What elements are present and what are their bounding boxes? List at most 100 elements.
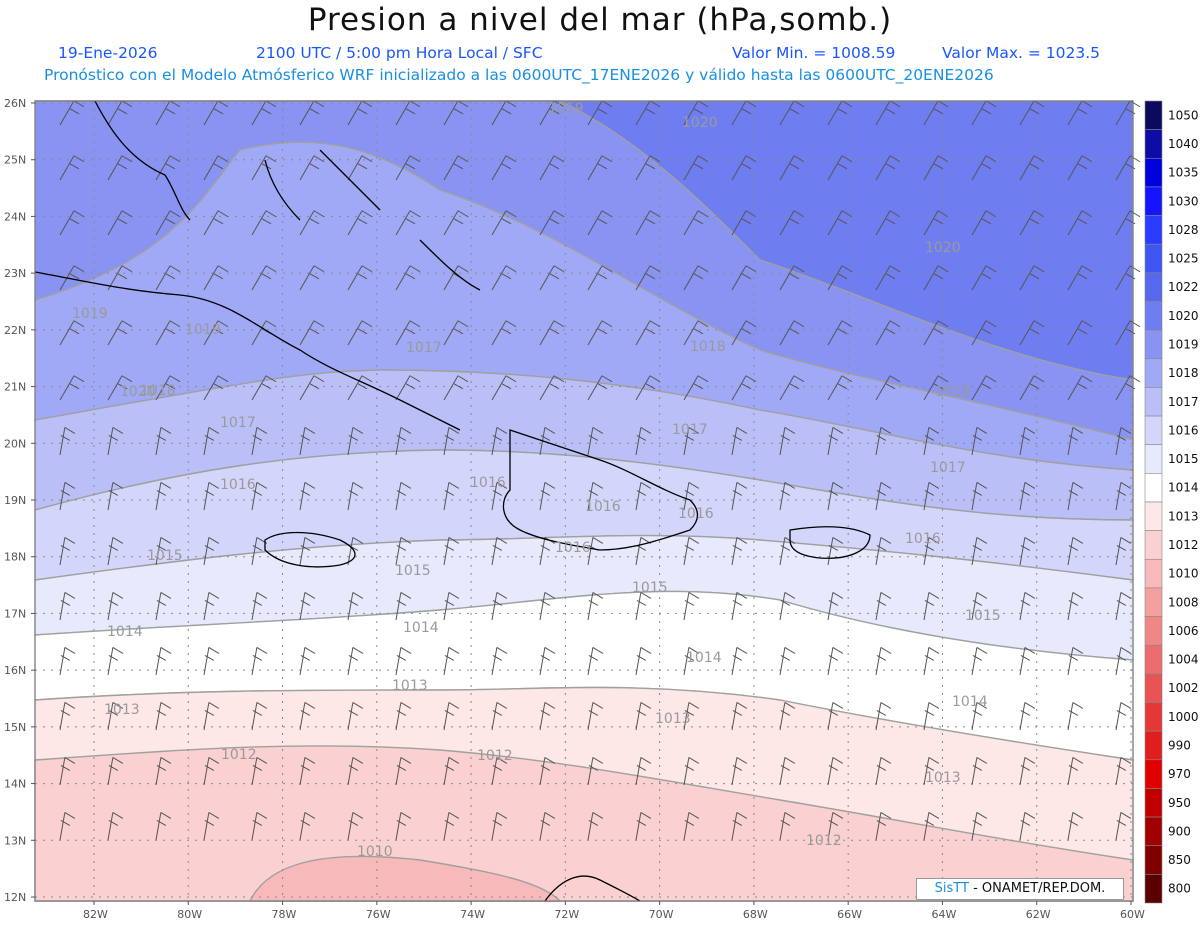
wind-barb — [1067, 811, 1084, 841]
wind-barb — [395, 536, 412, 566]
wind-barb — [923, 375, 949, 401]
wind-barb — [395, 646, 412, 676]
wind-barb — [1067, 646, 1084, 676]
wind-barb — [635, 155, 661, 181]
wind-barb — [779, 375, 805, 401]
wind-barb — [635, 701, 652, 731]
colorbar-swatch — [1144, 587, 1163, 617]
wind-barb — [779, 756, 796, 786]
wind-barb — [587, 646, 604, 676]
wind-barb — [923, 701, 940, 731]
wind-barb — [971, 811, 988, 841]
colorbar-label: 1017 — [1168, 395, 1199, 409]
wind-barb — [827, 155, 853, 181]
lat-label: 21N — [4, 381, 26, 394]
wind-barb — [683, 811, 700, 841]
wind-barb — [731, 481, 748, 511]
contour-label: 1018 — [140, 383, 176, 399]
coast-cuba — [34, 271, 461, 431]
wind-barb — [923, 756, 940, 786]
wind-barb — [971, 591, 988, 621]
colorbar-swatch — [1144, 530, 1163, 560]
wind-barb — [1067, 155, 1093, 181]
contour-label: 1016 — [585, 499, 621, 515]
wind-barb — [1067, 426, 1084, 456]
colorbar-swatch — [1144, 243, 1163, 274]
contour-label: 1016 — [220, 477, 256, 493]
wind-barb — [443, 426, 460, 456]
coast-florida — [94, 100, 191, 221]
wind-barb — [107, 155, 133, 181]
wind-barb — [923, 265, 949, 291]
wind-barb — [395, 375, 421, 401]
wind-barb — [443, 701, 460, 731]
lon-label: 74W — [460, 908, 485, 921]
wind-barb — [251, 811, 268, 841]
wind-barb — [1019, 155, 1045, 181]
wind-barb — [923, 100, 949, 126]
colorbar-label: 1028 — [1168, 223, 1199, 237]
wind-barb — [203, 756, 220, 786]
wind-barb — [155, 756, 172, 786]
wind-barb — [347, 210, 373, 236]
wind-barb — [299, 536, 316, 566]
wind-barb — [59, 375, 85, 401]
lat-label: 18N — [4, 551, 26, 564]
wind-barb — [587, 811, 604, 841]
wind-barb — [635, 646, 652, 676]
wind-barb — [683, 536, 700, 566]
wind-barb — [491, 811, 508, 841]
wind-barb — [731, 155, 757, 181]
wind-barb — [443, 591, 460, 621]
wind-barb — [683, 320, 709, 346]
wind-barb — [251, 210, 277, 236]
lat-label: 26N — [4, 97, 26, 110]
colorbar-label: 1006 — [1168, 624, 1199, 638]
lat-label: 12N — [4, 891, 26, 904]
lon-label: 80W — [177, 908, 202, 921]
wind-barb — [1115, 756, 1132, 786]
lon-label: 72W — [554, 908, 579, 921]
wind-barb — [827, 320, 853, 346]
wind-barb — [395, 155, 421, 181]
wind-barb — [155, 481, 172, 511]
wind-barb — [347, 591, 364, 621]
wind-barb — [1115, 701, 1132, 731]
wind-barb — [1115, 646, 1132, 676]
pressure-shading — [34, 100, 1134, 902]
lat-label: 24N — [4, 210, 26, 223]
contour-label: 1013 — [925, 770, 961, 786]
wind-barb — [875, 646, 892, 676]
wind-barb — [251, 646, 268, 676]
wind-barb — [971, 210, 997, 236]
wind-barb — [539, 100, 565, 126]
wind-barb — [1019, 426, 1036, 456]
colorbar-label: 1002 — [1168, 681, 1199, 695]
wind-barb — [539, 756, 556, 786]
contour-label: 1016 — [678, 506, 714, 522]
lon-label: 78W — [272, 908, 297, 921]
wind-barb — [971, 265, 997, 291]
wind-barb — [587, 155, 613, 181]
wind-barb — [731, 811, 748, 841]
wind-barb — [251, 426, 268, 456]
coast-puerto-rico — [789, 526, 871, 559]
wind-barb — [587, 265, 613, 291]
lon-label: 62W — [1026, 908, 1051, 921]
colorbar-label: 900 — [1168, 824, 1191, 838]
wind-barb — [59, 701, 76, 731]
wind-barb — [875, 426, 892, 456]
wind-barb — [731, 265, 757, 291]
wind-barb — [875, 155, 901, 181]
wind-barb — [683, 591, 700, 621]
wind-barb — [1019, 756, 1036, 786]
lat-label: 20N — [4, 437, 26, 450]
wind-barb — [1115, 591, 1132, 621]
wind-barb — [1019, 481, 1036, 511]
wind-barb — [827, 756, 844, 786]
colorbar-swatch — [1144, 415, 1163, 446]
colorbar-label: 1004 — [1168, 653, 1199, 667]
wind-barb — [875, 591, 892, 621]
contour-label: 1014 — [107, 624, 143, 640]
wind-barb — [875, 375, 901, 401]
